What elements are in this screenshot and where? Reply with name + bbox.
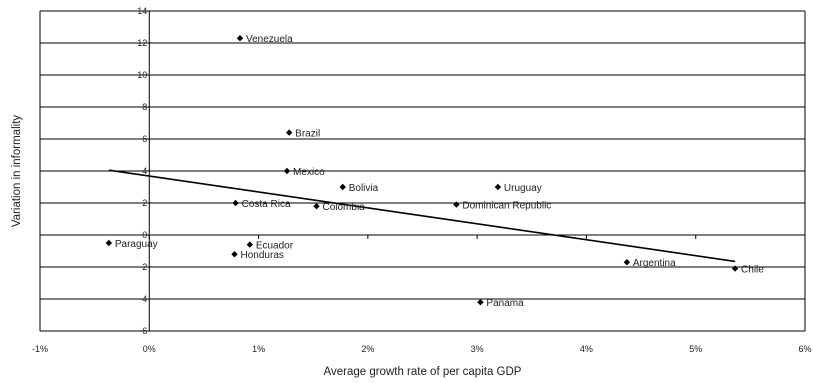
data-point — [283, 167, 291, 175]
y-tick-label: -4 — [139, 294, 147, 304]
x-tick-label: -1% — [32, 344, 48, 354]
x-tick-label: 1% — [252, 344, 265, 354]
y-tick-label: -6 — [139, 326, 147, 336]
x-tick-label: 3% — [471, 344, 484, 354]
y-tick-label: 14 — [137, 6, 147, 16]
data-point — [731, 265, 739, 272]
point-label: Chile — [741, 265, 764, 276]
x-tick-label: 4% — [580, 344, 593, 354]
x-axis-title: Average growth rate of per capita GDP — [324, 366, 522, 378]
data-point — [105, 239, 113, 247]
point-label: Panama — [486, 298, 524, 309]
point-label: Venezuela — [246, 34, 293, 45]
data-point — [494, 183, 502, 191]
point-label: Costa Rica — [242, 199, 291, 210]
x-tick-label: 6% — [798, 344, 811, 354]
data-point — [246, 241, 254, 248]
point-label: Colombia — [322, 202, 365, 213]
y-tick-label: 12 — [137, 38, 147, 48]
data-point — [623, 259, 631, 266]
point-label: Argentina — [633, 258, 676, 269]
point-label: Uruguay — [504, 183, 542, 194]
point-label: Paraguay — [115, 239, 158, 250]
point-label: Dominican Republic — [462, 201, 551, 212]
x-tick-label: 0% — [143, 344, 156, 354]
point-label: Mexico — [293, 167, 325, 178]
data-points: Venezuela Brazil Mexico Bolivia Uruguay Costa… — [105, 34, 764, 309]
y-tick-label: 6 — [142, 134, 147, 144]
y-tick-label: 4 — [142, 166, 147, 176]
y-tick-label: 0 — [142, 230, 147, 240]
trendline — [108, 169, 736, 263]
gridlines — [40, 10, 805, 332]
data-point — [313, 203, 320, 210]
y-tick-label: 2 — [142, 198, 147, 208]
x-tick-label: 2% — [361, 344, 374, 354]
data-point — [236, 35, 244, 42]
y-tick-label: 10 — [137, 70, 147, 80]
point-label: Ecuador — [256, 241, 294, 252]
y-axis-ticks: 14 12 10 8 6 4 2 0 -2 -4 -6 — [137, 6, 150, 336]
data-point — [231, 251, 238, 258]
data-point — [453, 201, 460, 208]
y-tick-label: 8 — [142, 102, 147, 112]
point-label: Bolivia — [349, 183, 379, 194]
data-point — [232, 199, 239, 207]
data-point — [285, 129, 293, 136]
data-point — [477, 299, 484, 306]
data-point — [339, 183, 346, 191]
x-tick-label: 5% — [689, 344, 702, 354]
point-label: Honduras — [241, 250, 284, 261]
y-axis-title: Variation in informality — [11, 115, 23, 228]
point-label: Brazil — [295, 129, 320, 140]
y-tick-label: -2 — [139, 262, 147, 272]
x-axis-ticks: -1% 0% 1% 2% 3% 4% 5% 6% — [32, 235, 812, 354]
